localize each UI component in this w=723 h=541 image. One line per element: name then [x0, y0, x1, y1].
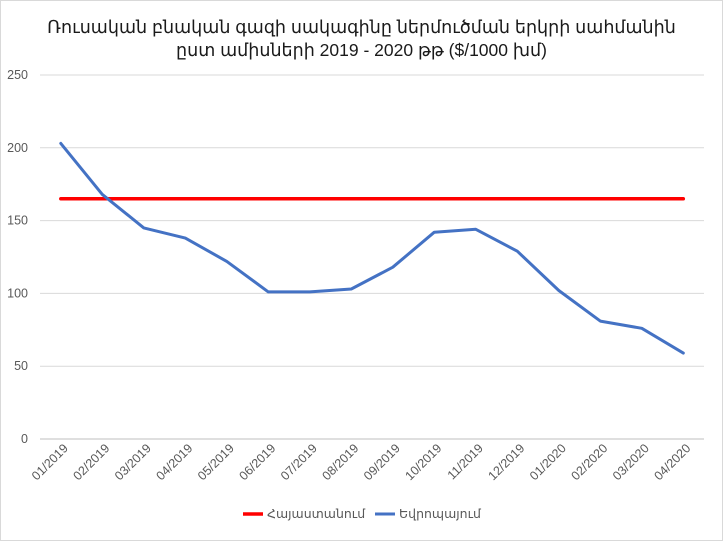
- legend-label-1: Եվրոպայում: [399, 507, 482, 521]
- x-axis-ticks: 01/2019 02/2019 03/2019 04/2019 05/2019 06/20…: [29, 441, 693, 483]
- y-tick-label: 200: [7, 141, 28, 155]
- x-tick-label: 07/2019: [278, 441, 320, 483]
- series-lines: [59, 141, 686, 355]
- y-tick-label: 150: [7, 214, 28, 228]
- x-tick-label: 03/2020: [610, 441, 652, 483]
- legend: Հայաստանում Եվրոպայում: [243, 507, 482, 521]
- x-tick-label: 01/2019: [29, 441, 71, 483]
- x-tick-label: 04/2019: [154, 441, 196, 483]
- x-tick-label: 01/2020: [527, 441, 569, 483]
- grid-lines: [40, 74, 704, 440]
- y-tick-label: 0: [21, 432, 28, 446]
- x-tick-label: 06/2019: [237, 441, 279, 483]
- x-tick-label: 11/2019: [445, 441, 486, 482]
- legend-label-0: Հայաստանում: [267, 507, 366, 521]
- x-tick-label: 04/2020: [652, 441, 694, 483]
- x-tick-label: 08/2019: [320, 441, 362, 483]
- series-line-1: [59, 141, 685, 355]
- x-tick-label: 12/2019: [486, 441, 528, 483]
- chart-title: Ռուսական բնական գազի սակագինը ներմուծման…: [47, 17, 676, 37]
- x-tick-label: 03/2019: [112, 441, 154, 483]
- x-tick-label: 02/2020: [569, 441, 611, 483]
- x-tick-label: 09/2019: [361, 441, 403, 483]
- y-tick-label: 250: [7, 68, 28, 82]
- x-tick-label: 10/2019: [403, 441, 445, 483]
- x-tick-label: 02/2019: [71, 441, 113, 483]
- y-axis-ticks: 0 50 100 150 200 250: [7, 68, 28, 446]
- x-tick-label: 05/2019: [195, 441, 237, 483]
- y-tick-label: 100: [7, 286, 28, 300]
- chart-subtitle: ըստ ամիսների 2019 - 2020 թթ ($/1000 խմ): [176, 40, 547, 60]
- chart-title-block: Ռուսական բնական գազի սակագինը ներմուծման…: [0, 16, 723, 62]
- y-tick-label: 50: [14, 359, 28, 373]
